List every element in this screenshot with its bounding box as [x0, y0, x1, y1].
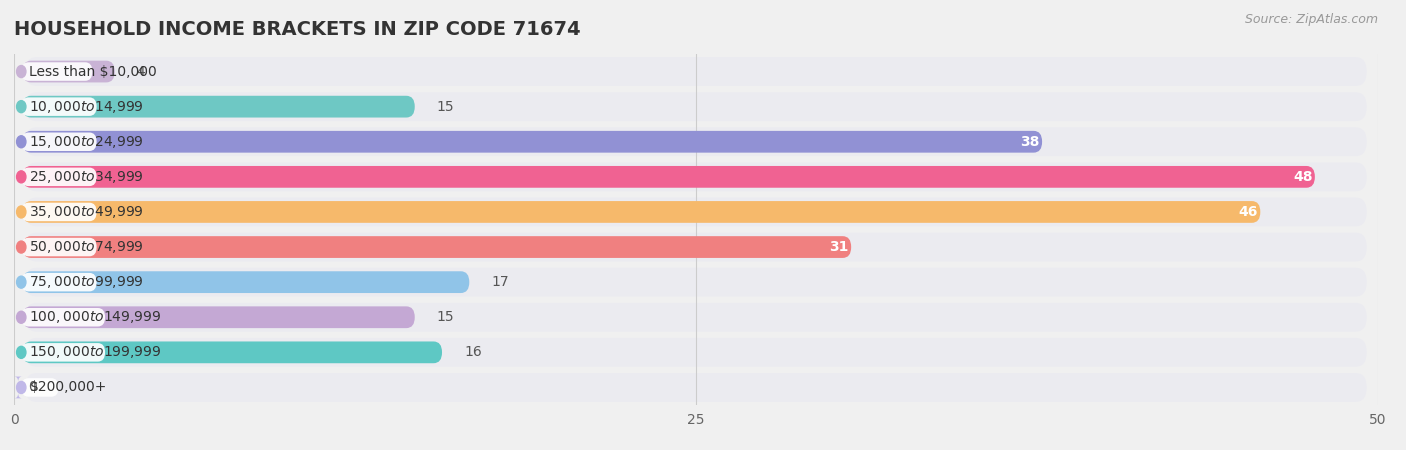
- FancyBboxPatch shape: [25, 338, 1367, 367]
- Circle shape: [17, 346, 25, 358]
- Text: $15,000 to $24,999: $15,000 to $24,999: [30, 134, 145, 150]
- Text: 16: 16: [464, 345, 482, 360]
- Text: Source: ZipAtlas.com: Source: ZipAtlas.com: [1244, 14, 1378, 27]
- FancyBboxPatch shape: [21, 238, 97, 256]
- Text: $50,000 to $74,999: $50,000 to $74,999: [30, 239, 145, 255]
- Text: 17: 17: [492, 275, 509, 289]
- Circle shape: [17, 276, 25, 288]
- FancyBboxPatch shape: [14, 377, 22, 398]
- Text: 15: 15: [437, 99, 454, 114]
- FancyBboxPatch shape: [22, 96, 415, 117]
- Text: $25,000 to $34,999: $25,000 to $34,999: [30, 169, 145, 185]
- Text: 15: 15: [437, 310, 454, 324]
- Text: $35,000 to $49,999: $35,000 to $49,999: [30, 204, 145, 220]
- FancyBboxPatch shape: [21, 378, 59, 397]
- FancyBboxPatch shape: [21, 132, 97, 151]
- FancyBboxPatch shape: [21, 167, 97, 186]
- FancyBboxPatch shape: [21, 202, 97, 221]
- FancyBboxPatch shape: [25, 268, 1367, 297]
- Circle shape: [17, 136, 25, 148]
- FancyBboxPatch shape: [25, 373, 1367, 402]
- Text: HOUSEHOLD INCOME BRACKETS IN ZIP CODE 71674: HOUSEHOLD INCOME BRACKETS IN ZIP CODE 71…: [14, 19, 581, 39]
- FancyBboxPatch shape: [21, 308, 105, 327]
- FancyBboxPatch shape: [22, 342, 441, 363]
- FancyBboxPatch shape: [21, 62, 93, 81]
- FancyBboxPatch shape: [22, 131, 1042, 153]
- Circle shape: [17, 171, 25, 183]
- FancyBboxPatch shape: [22, 201, 1260, 223]
- Text: 4: 4: [136, 64, 146, 79]
- FancyBboxPatch shape: [25, 198, 1367, 226]
- FancyBboxPatch shape: [21, 273, 97, 292]
- Text: 31: 31: [830, 240, 849, 254]
- FancyBboxPatch shape: [25, 127, 1367, 156]
- Text: $75,000 to $99,999: $75,000 to $99,999: [30, 274, 145, 290]
- Text: $10,000 to $14,999: $10,000 to $14,999: [30, 99, 145, 115]
- FancyBboxPatch shape: [22, 236, 851, 258]
- FancyBboxPatch shape: [25, 57, 1367, 86]
- Circle shape: [17, 206, 25, 218]
- Text: 46: 46: [1239, 205, 1258, 219]
- FancyBboxPatch shape: [22, 306, 415, 328]
- FancyBboxPatch shape: [21, 97, 97, 116]
- Text: 0: 0: [28, 380, 37, 395]
- Circle shape: [17, 311, 25, 323]
- FancyBboxPatch shape: [22, 271, 470, 293]
- Text: $100,000 to $149,999: $100,000 to $149,999: [30, 309, 162, 325]
- Circle shape: [17, 241, 25, 253]
- FancyBboxPatch shape: [25, 233, 1367, 261]
- Text: 48: 48: [1294, 170, 1312, 184]
- FancyBboxPatch shape: [21, 343, 105, 362]
- Text: 38: 38: [1021, 135, 1039, 149]
- Circle shape: [17, 382, 25, 393]
- FancyBboxPatch shape: [22, 166, 1315, 188]
- Text: Less than $10,000: Less than $10,000: [30, 64, 157, 79]
- Text: $150,000 to $199,999: $150,000 to $199,999: [30, 344, 162, 360]
- Circle shape: [17, 101, 25, 112]
- FancyBboxPatch shape: [25, 303, 1367, 332]
- Circle shape: [17, 66, 25, 77]
- FancyBboxPatch shape: [22, 61, 115, 82]
- FancyBboxPatch shape: [25, 92, 1367, 121]
- FancyBboxPatch shape: [25, 162, 1367, 191]
- Text: $200,000+: $200,000+: [30, 380, 107, 395]
